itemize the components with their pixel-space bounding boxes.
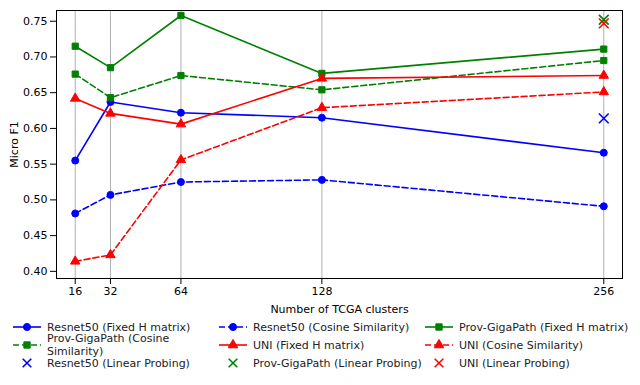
html-text:Resnet50 (Fixed H matrix): Resnet50 (Fixed H matrix) xyxy=(47,320,191,334)
svg-text:16: 16 xyxy=(68,285,82,298)
html-text:UNI (Cosine Similarity): UNI (Cosine Similarity) xyxy=(459,338,583,352)
svg-text:0.50: 0.50 xyxy=(23,193,48,206)
svg-text:Number of TCGA clusters: Number of TCGA clusters xyxy=(270,303,408,316)
html-text:Prov-GigaPath (Fixed H matrix): Prov-GigaPath (Fixed H matrix) xyxy=(459,320,629,334)
html-text:Prov-GigaPath (Linear Probing): Prov-GigaPath (Linear Probing) xyxy=(253,356,422,370)
html-text:UNI (Linear Probing): UNI (Linear Probing) xyxy=(459,356,570,370)
svg-text:Micro F1: Micro F1 xyxy=(8,121,21,167)
svg-text:0.65: 0.65 xyxy=(23,86,48,99)
html-text:Resnet50 (Linear Probing): Resnet50 (Linear Probing) xyxy=(47,356,190,370)
html-text:Prov-GigaPath (Cosine Similari: Prov-GigaPath (Cosine Similarity) xyxy=(47,332,170,358)
svg-text:32: 32 xyxy=(103,285,117,298)
svg-text:128: 128 xyxy=(311,285,332,298)
svg-text:0.40: 0.40 xyxy=(23,265,48,278)
svg-text:0.70: 0.70 xyxy=(23,50,48,63)
svg-text:0.45: 0.45 xyxy=(23,229,48,242)
svg-text:0.75: 0.75 xyxy=(23,15,48,28)
svg-text:0.55: 0.55 xyxy=(23,158,48,171)
html-text:Resnet50 (Cosine Similarity): Resnet50 (Cosine Similarity) xyxy=(253,320,410,334)
svg-text:64: 64 xyxy=(174,285,188,298)
svg-text:0.60: 0.60 xyxy=(23,122,48,135)
html-text:UNI (Fixed H matrix): UNI (Fixed H matrix) xyxy=(253,338,365,352)
svg-text:256: 256 xyxy=(593,285,614,298)
